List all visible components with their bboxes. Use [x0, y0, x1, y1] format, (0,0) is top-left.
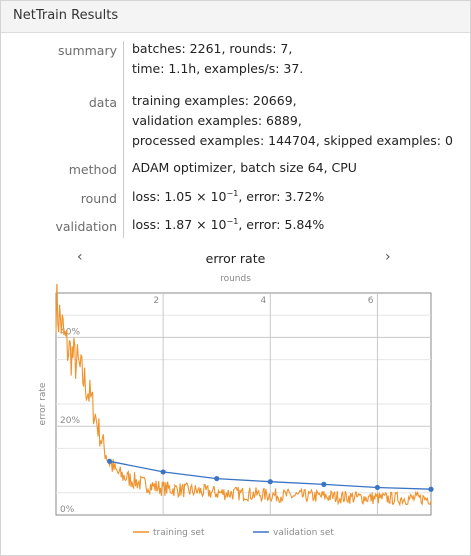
- method-value: ADAM optimizer, batch size 64, CPU: [132, 160, 357, 175]
- round-loss-prefix: loss:: [132, 189, 165, 204]
- data-value: training examples: 20669, validation exa…: [132, 91, 453, 151]
- summary-value: batches: 2261, rounds: 7, time: 1.1h, ex…: [132, 39, 303, 79]
- data-label: data: [88, 95, 117, 110]
- y-tick-label: 0%: [60, 505, 75, 515]
- round-loss-exponent: −1: [226, 188, 239, 198]
- validation-point: [267, 479, 273, 485]
- chart-title: error rate: [205, 251, 266, 266]
- validation-point: [374, 484, 381, 491]
- validation-value: loss: 1.87 × 10−1, error: 5.84%: [132, 215, 324, 235]
- round-value: loss: 1.05 × 10−1, error: 3.72%: [132, 187, 324, 207]
- round-times-sign: ×: [192, 189, 211, 204]
- summary-label: summary: [58, 43, 117, 58]
- data-line-2: validation examples: 6889,: [132, 113, 302, 128]
- training-series-line: [55, 284, 432, 507]
- summary-line-1: batches: 2261, rounds: 7,: [132, 41, 293, 56]
- data-line-3: processed examples: 144704, skipped exam…: [132, 133, 453, 148]
- legend-label-validation: validation set: [273, 528, 334, 538]
- validation-point: [214, 475, 220, 482]
- validation-loss-exponent: −1: [226, 216, 239, 226]
- validation-error-prefix: , error:: [238, 217, 285, 232]
- round-error-prefix: , error:: [238, 189, 285, 204]
- error-rate-chart: 0% 20% 40% 2 4 6 error rate training set validat…: [38, 284, 434, 538]
- info-divider: [123, 41, 124, 238]
- validation-error-value: 5.84%: [284, 217, 325, 232]
- round-loss-mantissa: 1.05: [164, 189, 193, 204]
- y-tick-label: 40%: [60, 327, 80, 337]
- validation-point: [106, 458, 113, 464]
- round-loss-base: 10: [210, 189, 227, 204]
- x-tick-label: 6: [368, 296, 374, 306]
- previous-chart-button[interactable]: ‹: [77, 249, 83, 265]
- x-axis-label: rounds: [220, 274, 251, 284]
- x-tick-label: 2: [153, 296, 159, 306]
- y-axis-label: error rate: [38, 382, 48, 425]
- validation-point: [160, 469, 166, 475]
- x-tick-label: 4: [261, 296, 267, 306]
- validation-loss-prefix: loss:: [132, 217, 165, 232]
- validation-point: [428, 486, 434, 492]
- validation-loss-base: 10: [210, 217, 227, 232]
- summary-line-2: time: 1.1h, examples/s: 37.: [132, 61, 304, 76]
- validation-point: [321, 481, 327, 487]
- title-bar: NetTrain Results: [1, 1, 470, 33]
- legend-label-training: training set: [153, 528, 205, 538]
- validation-loss-mantissa: 1.87: [164, 217, 193, 232]
- method-label: method: [68, 162, 117, 177]
- validation-times-sign: ×: [192, 217, 211, 232]
- round-error-value: 3.72%: [284, 189, 325, 204]
- data-line-1: training examples: 20669,: [132, 93, 297, 108]
- y-tick-label: 20%: [60, 416, 80, 426]
- validation-label: validation: [55, 219, 117, 234]
- next-chart-button[interactable]: ›: [385, 249, 391, 265]
- round-label: round: [80, 191, 117, 206]
- window-title: NetTrain Results: [13, 8, 119, 23]
